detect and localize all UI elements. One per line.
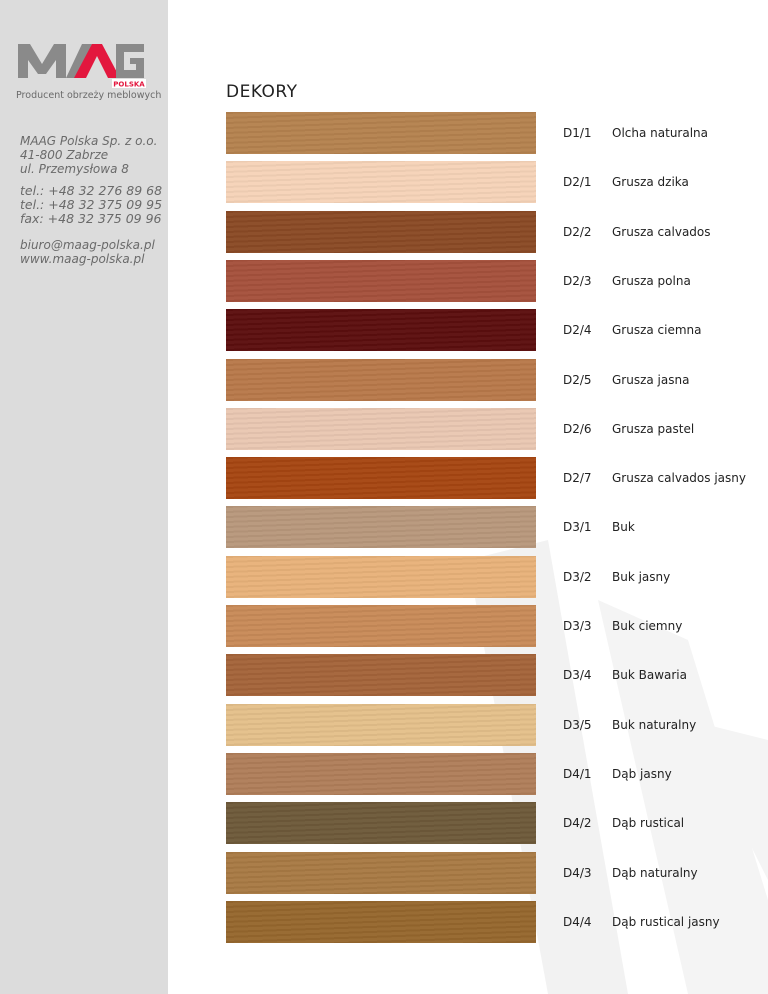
- decor-swatch: [226, 851, 536, 894]
- decor-swatch: [226, 210, 536, 253]
- address-block: MAAG Polska Sp. z o.o. 41-800 Zabrze ul.…: [20, 134, 157, 176]
- decor-swatch: [226, 900, 536, 943]
- decor-name: Dąb naturalny: [612, 865, 698, 880]
- decor-code: D2/6: [563, 421, 592, 436]
- decor-swatch: [226, 802, 536, 845]
- decor-swatch: [226, 407, 536, 450]
- maag-logo: POLSKA: [18, 44, 146, 89]
- decor-swatch: [226, 161, 536, 204]
- phone-block: tel.: +48 32 276 89 68 tel.: +48 32 375 …: [20, 184, 162, 226]
- decor-name: Grusza calvados jasny: [612, 471, 746, 486]
- decor-name: Dąb jasny: [612, 766, 672, 781]
- decor-name: Grusza ciemna: [612, 323, 702, 338]
- decor-swatch: [226, 457, 536, 500]
- decor-swatch: [226, 605, 536, 647]
- decor-row: D2/7 Grusza calvados jasny: [226, 457, 746, 500]
- decor-swatch: [226, 555, 536, 598]
- decor-swatch: [226, 358, 536, 401]
- decor-row: D4/1 Dąb jasny: [226, 752, 746, 795]
- decor-swatch: [226, 309, 536, 352]
- decor-row: D2/4 Grusza ciemna: [226, 309, 746, 352]
- decor-code: D2/1: [563, 175, 592, 190]
- decor-swatch: [226, 259, 536, 302]
- decor-code: D4/3: [563, 865, 592, 880]
- decor-row: D2/5 Grusza jasna: [226, 358, 746, 401]
- decor-code: D3/4: [563, 668, 592, 683]
- decor-code: D2/3: [563, 273, 592, 288]
- page-title: DEKORY: [226, 82, 298, 102]
- decor-swatch: [226, 506, 536, 549]
- fax: fax: +48 32 375 09 96: [20, 211, 162, 226]
- email-link[interactable]: biuro@maag-polska.pl: [20, 238, 155, 252]
- phone-2: tel.: +48 32 375 09 95: [20, 197, 163, 212]
- company-name: MAAG Polska Sp. z o.o.: [20, 134, 158, 148]
- web-block: biuro@maag-polska.pl www.maag-polska.pl: [20, 238, 155, 266]
- watermark-logo: [468, 540, 768, 994]
- decor-code: D4/2: [563, 816, 592, 831]
- decor-row: D4/3 Dąb naturalny: [226, 851, 746, 894]
- decor-code: D3/2: [563, 569, 592, 584]
- decor-row: D3/5 Buk naturalny: [226, 703, 746, 746]
- decor-row: D2/6 Grusza pastel: [226, 407, 746, 450]
- decor-name: Buk ciemny: [612, 619, 683, 633]
- decor-swatch: [226, 112, 536, 154]
- decor-row: D3/3 Buk ciemny: [226, 605, 746, 647]
- decor-row: D3/1 Buk: [226, 506, 746, 549]
- decor-row: D4/2 Dąb rustical: [226, 802, 746, 845]
- decor-row: D2/1 Grusza dzika: [226, 161, 746, 204]
- website-link[interactable]: www.maag-polska.pl: [20, 252, 145, 266]
- decor-swatch: [226, 654, 536, 697]
- decor-name: Dąb rustical: [612, 816, 685, 831]
- decor-code: D4/4: [563, 914, 592, 929]
- decor-name: Grusza calvados: [612, 224, 711, 239]
- svg-text:POLSKA: POLSKA: [113, 81, 145, 89]
- decor-row: D2/3 Grusza polna: [226, 259, 746, 302]
- decor-name: Grusza pastel: [612, 421, 695, 436]
- decor-name: Grusza jasna: [612, 372, 690, 387]
- decor-code: D1/1: [563, 126, 592, 140]
- decor-swatch: [226, 752, 536, 795]
- decor-code: D2/5: [563, 372, 592, 387]
- decor-name: Buk jasny: [612, 569, 671, 584]
- tagline: Producent obrzeży meblowych: [16, 90, 162, 101]
- decor-row: D3/4 Buk Bawaria: [226, 654, 746, 697]
- decor-row: D4/4 Dąb rustical jasny: [226, 900, 746, 943]
- decor-row: D2/2 Grusza calvados: [226, 210, 746, 253]
- decor-name: Grusza dzika: [612, 175, 689, 190]
- decor-code: D3/5: [563, 717, 592, 732]
- decor-row: D3/2 Buk jasny: [226, 555, 746, 598]
- decor-code: D2/2: [563, 224, 592, 239]
- decor-code: D3/3: [563, 619, 592, 633]
- decor-name: Grusza polna: [612, 273, 691, 288]
- street: ul. Przemysłowa 8: [20, 162, 129, 176]
- postal-city: 41-800 Zabrze: [20, 148, 109, 162]
- decor-name: Dąb rustical jasny: [612, 914, 720, 929]
- decor-code: D2/4: [563, 323, 592, 338]
- decor-name: Buk naturalny: [612, 717, 697, 732]
- decor-code: D3/1: [563, 520, 592, 535]
- phone-1: tel.: +48 32 276 89 68: [20, 183, 163, 198]
- sidebar: POLSKA Producent obrzeży meblowych MAAG …: [0, 0, 168, 994]
- decor-name: Buk: [612, 520, 635, 535]
- decor-code: D2/7: [563, 471, 592, 486]
- decor-row: D1/1 Olcha naturalna: [226, 112, 746, 154]
- decor-code: D4/1: [563, 766, 592, 781]
- decor-name: Olcha naturalna: [612, 126, 708, 140]
- decor-swatch: [226, 703, 536, 746]
- decor-name: Buk Bawaria: [612, 668, 687, 683]
